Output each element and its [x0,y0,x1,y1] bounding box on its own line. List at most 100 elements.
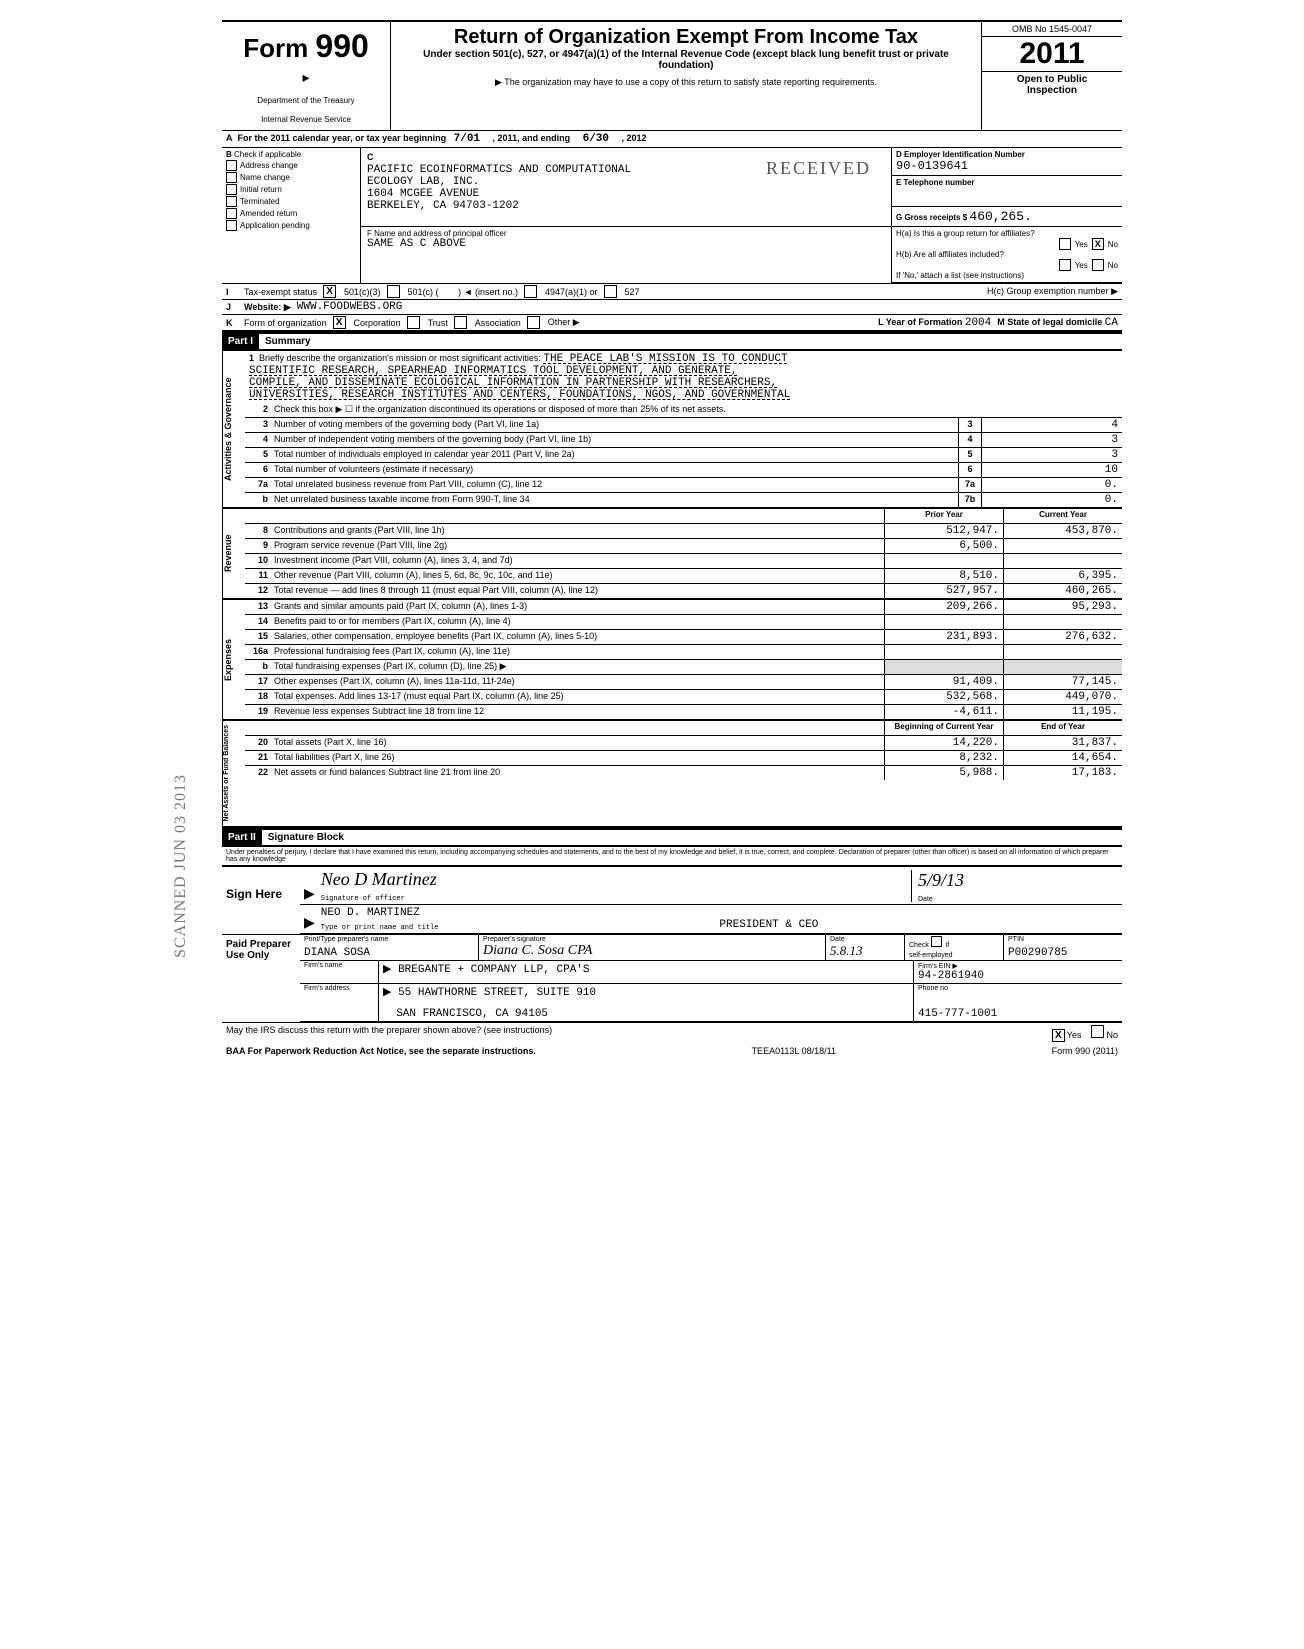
open-public-1: Open to Public [1017,74,1088,85]
current-year-val: 17,183. [1003,766,1122,780]
line-num: 9 [245,539,271,553]
line-ref: 7a [958,478,981,492]
chk-initial-return[interactable] [226,184,237,195]
hb-label: H(b) Are all affiliates included? [896,250,1004,259]
prep-self-lbl: self-employed [909,952,999,959]
firm-phone-lbl: Phone no [918,985,1118,992]
hb-note: If 'No,' attach a list (see instructions… [896,271,1024,280]
chk-address-change[interactable] [226,160,237,171]
line-val: 4 [981,418,1122,432]
prior-year-val: 5,988. [884,766,1003,780]
table-row: 18Total expenses. Add lines 13-17 (must … [245,690,1122,705]
chk-terminated[interactable] [226,196,237,207]
prior-year-val: 8,510. [884,569,1003,583]
line-val: 0. [981,478,1122,492]
line-desc: Total number of volunteers (estimate if … [271,463,958,477]
prior-year-val: 512,947. [884,524,1003,538]
table-row: 8Contributions and grants (Part VIII, li… [245,524,1122,539]
mission-line-1: THE PEACE LAB'S MISSION IS TO CONDUCT [543,353,787,365]
lbl-application-pending: Application pending [240,221,310,230]
current-year-val: 95,293. [1003,600,1122,614]
mission-prefix: Briefly describe the organization's miss… [259,353,541,363]
chk-527[interactable] [604,285,617,298]
lbl-initial-return: Initial return [240,185,282,194]
table-row: 4Number of independent voting members of… [245,433,1122,448]
line-ref: 6 [958,463,981,477]
chk-discuss-no[interactable] [1091,1025,1104,1038]
box-c-label: C [367,152,374,162]
year-form-label: L Year of Formation [878,317,962,327]
table-row: 22Net assets or fund balances Subtract l… [245,766,1122,780]
chk-association[interactable] [454,316,467,329]
chk-amended[interactable] [226,208,237,219]
lbl-501c-b: ) ◄ (insert no.) [458,287,518,297]
officer-title: PRESIDENT & CEO [719,919,1118,931]
lbl-corporation: Corporation [354,318,401,328]
table-row: bNet unrelated business taxable income f… [245,493,1122,507]
form-org-label: Form of organization [244,318,327,328]
line-ref: 4 [958,433,981,447]
ha-no-box[interactable]: X [1092,238,1104,250]
chk-name-change[interactable] [226,172,237,183]
current-year-val: 449,070. [1003,690,1122,704]
chk-corporation[interactable]: X [333,316,346,329]
row-a-prefix: For the 2011 calendar year, or tax year … [238,133,447,143]
table-row: 17Other expenses (Part IX, column (A), l… [245,675,1122,690]
hb-no-box[interactable] [1092,259,1104,271]
sign-date: 5/9/13 [918,870,964,890]
hb-yes-lbl: Yes [1075,261,1088,270]
chk-501c[interactable] [387,285,400,298]
lbl-4947: 4947(a)(1) or [545,287,598,297]
chk-application-pending[interactable] [226,220,237,231]
preparer-label: Paid Preparer Use Only [222,935,300,1022]
officer-signature: Neo D Martinez [321,869,437,889]
side-rev: Revenue [222,509,245,598]
chk-4947[interactable] [524,285,537,298]
line-desc: Number of voting members of the governin… [271,418,958,432]
year-form-val: 2004 [965,317,991,329]
chk-discuss-yes[interactable]: X [1052,1029,1065,1042]
lbl-501c-a: 501(c) ( [408,287,439,297]
chk-other[interactable] [527,316,540,329]
line-num: 22 [245,766,271,780]
table-row: 7aTotal unrelated business revenue from … [245,478,1122,493]
current-year-val: 11,195. [1003,705,1122,719]
officer-name-label: Type or print name and title [321,924,439,932]
line-num: 8 [245,524,271,538]
line-desc: Revenue less expenses Subtract line 18 f… [271,705,884,719]
firm-ein-lbl: Firm's EIN ▶ [918,962,1118,970]
side-gov: Activities & Governance [222,351,245,507]
prior-year-val: 231,893. [884,630,1003,644]
gross-label: G Gross receipts $ [896,213,967,222]
lbl-527: 527 [625,287,640,297]
lbl-name-change: Name change [240,173,290,182]
prior-year-val [884,660,1003,674]
tax-year-begin: 7/01 [454,133,480,145]
form-number: 990 [315,28,368,64]
line-num: 15 [245,630,271,644]
ha-yes-box[interactable] [1059,238,1071,250]
row-a-suffix: , 2012 [622,133,647,143]
chk-self-employed[interactable] [931,936,942,947]
line-num: 4 [245,433,271,447]
chk-trust[interactable] [407,316,420,329]
side-bal: Net Assets or Fund Balances [222,721,245,826]
tax-year: 2011 [982,37,1122,72]
main-title: Return of Organization Exempt From Incom… [397,26,975,49]
line-desc: Investment income (Part VIII, column (A)… [271,554,884,568]
prior-year-val: 91,409. [884,675,1003,689]
line-ref: 7b [958,493,981,507]
hb-no-lbl: No [1108,261,1118,270]
baa-notice: BAA For Paperwork Reduction Act Notice, … [226,1046,536,1056]
hb-yes-box[interactable] [1059,259,1071,271]
line-desc: Contributions and grants (Part VIII, lin… [271,524,884,538]
line-num: 19 [245,705,271,719]
table-row: 16aProfessional fundraising fees (Part I… [245,645,1122,660]
line-num: b [245,493,271,507]
line-desc: Total assets (Part X, line 16) [271,736,884,750]
prior-year-val: 209,266. [884,600,1003,614]
chk-501c3[interactable]: X [323,285,336,298]
hc-label: H(c) Group exemption number ▶ [987,286,1118,297]
line-val: 3 [981,433,1122,447]
line-desc: Salaries, other compensation, employee b… [271,630,884,644]
